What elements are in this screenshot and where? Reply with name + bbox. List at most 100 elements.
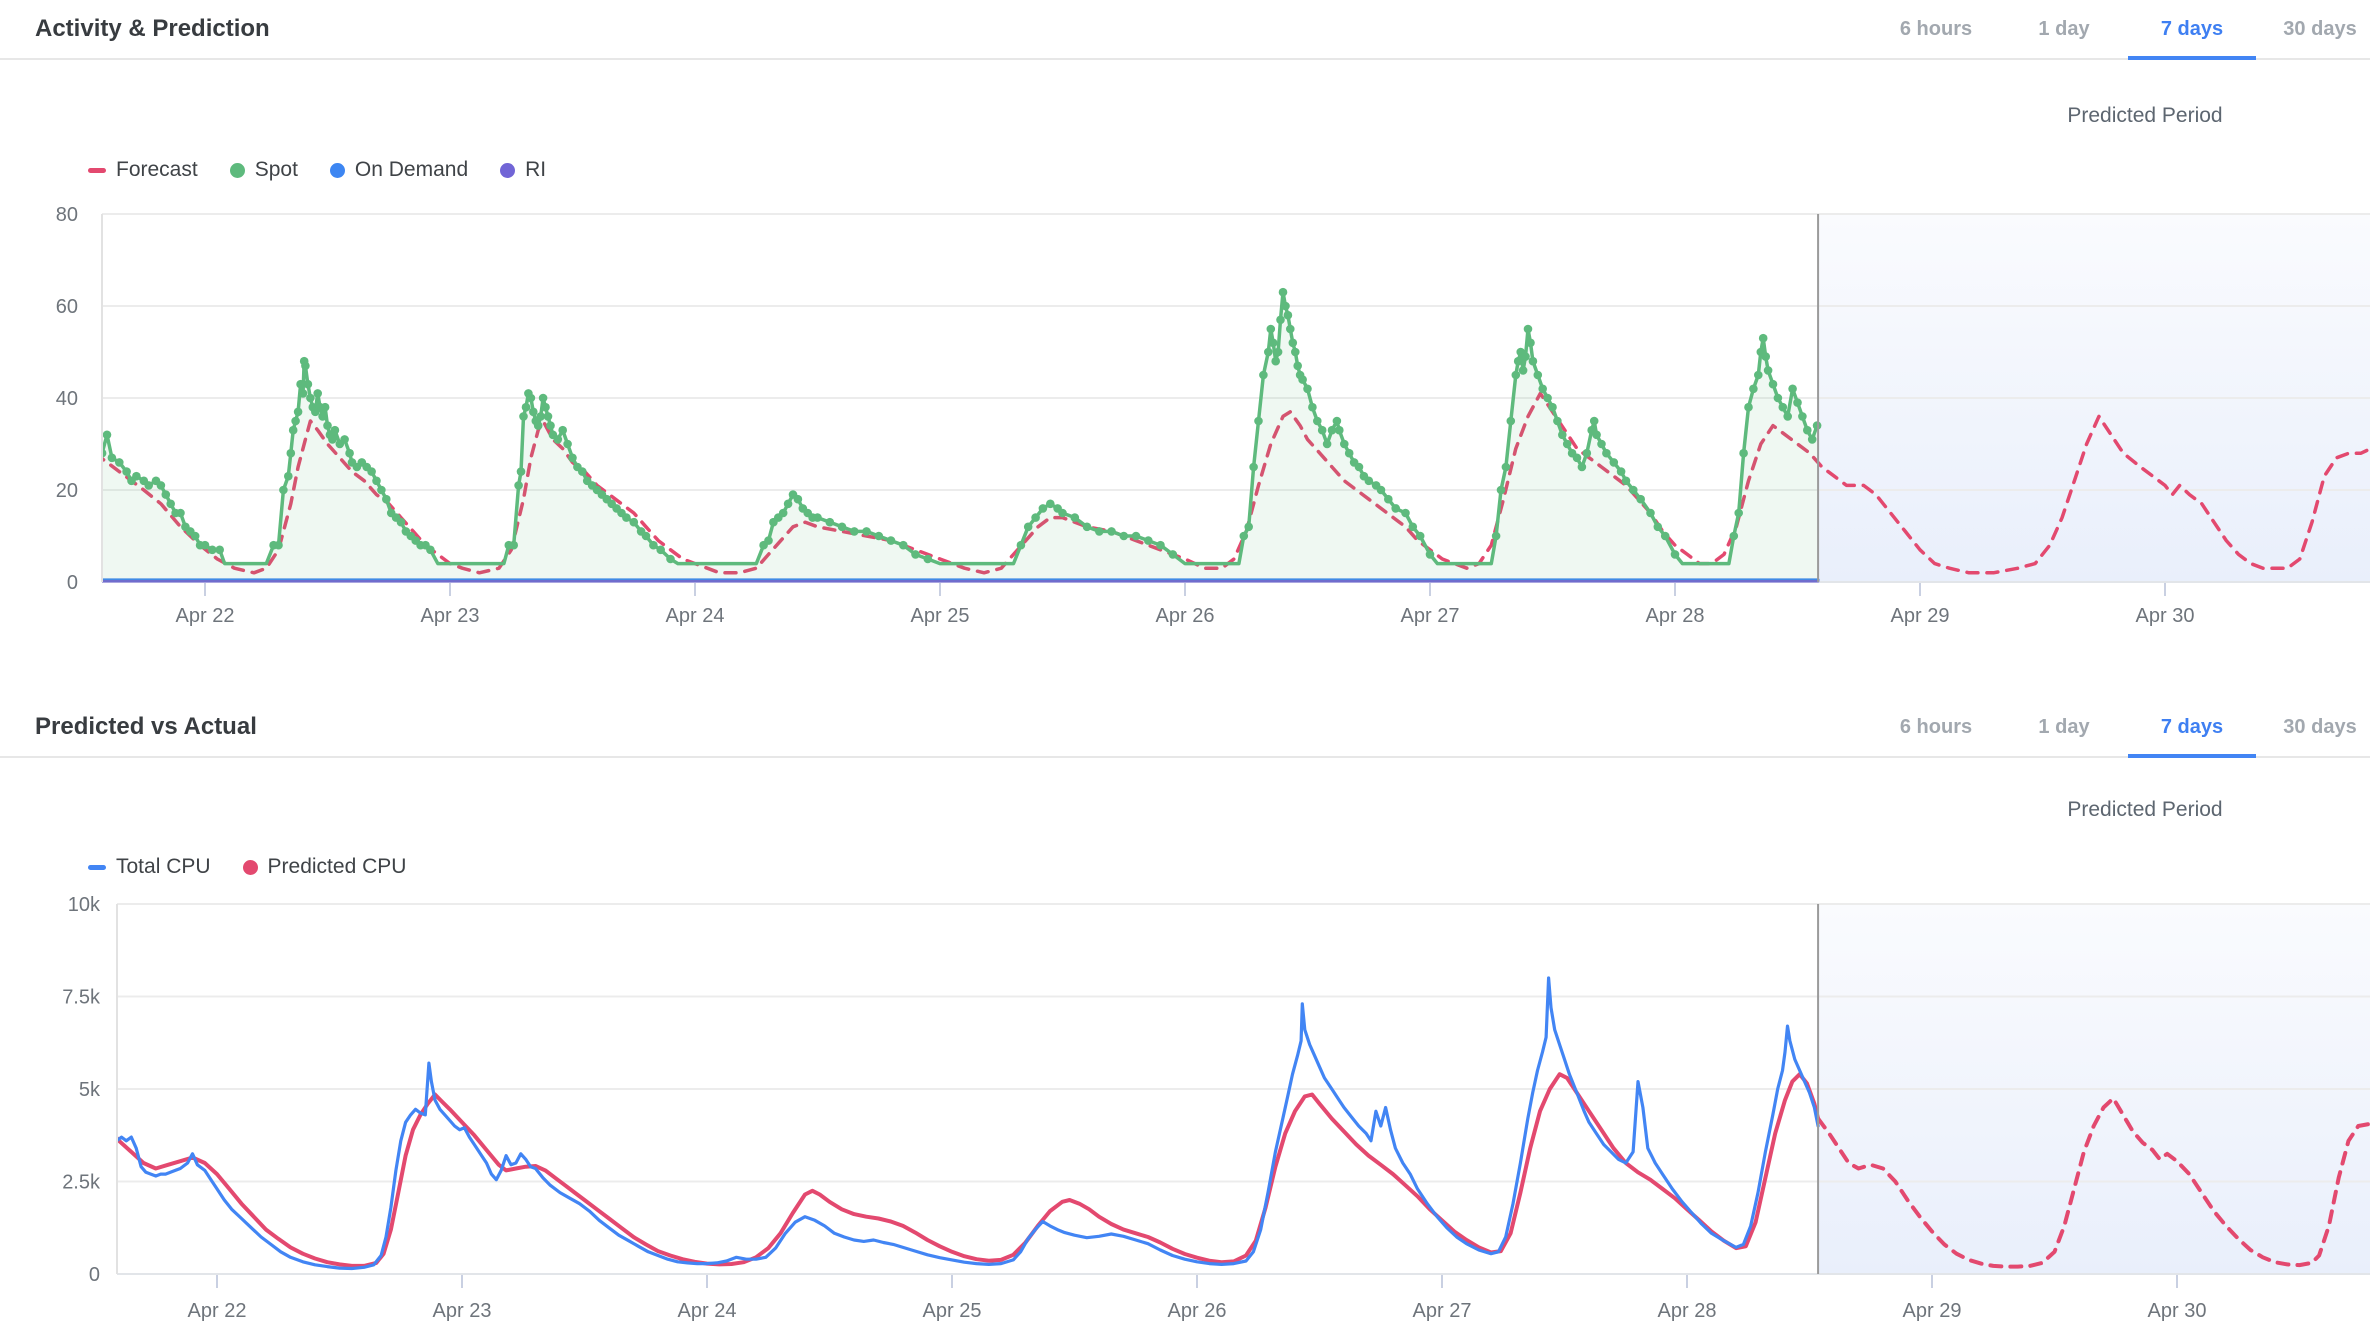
- x-axis-tick-label: Apr 27: [1401, 605, 1460, 627]
- data-point-dot: [1286, 324, 1295, 334]
- data-point-dot: [1773, 393, 1783, 403]
- data-point-dot: [1268, 338, 1278, 348]
- x-axis-tick-label: Apr 25: [911, 605, 970, 627]
- data-point-dot: [1558, 430, 1567, 440]
- data-point-dot: [1401, 508, 1410, 518]
- predicted-cpu-dot-icon: [242, 859, 258, 875]
- cpu-legend: Total CPU Predicted CPU: [88, 855, 406, 879]
- data-point-dot: [1646, 508, 1655, 518]
- data-point-dot: [874, 531, 884, 541]
- data-point-dot: [1168, 550, 1178, 559]
- data-point-dot: [783, 499, 793, 509]
- panel-title-predicted-vs-actual: Predicted vs Actual: [35, 713, 257, 740]
- tab-30-days[interactable]: 30 days: [2283, 18, 2357, 40]
- x-axis-tick-label: Apr 24: [678, 1300, 737, 1322]
- predicted-cpu-series: [117, 1072, 1821, 1268]
- tab-30-days[interactable]: 30 days: [2283, 716, 2357, 738]
- data-point-dot: [509, 540, 518, 550]
- tab-1-day[interactable]: 1 day: [2038, 716, 2090, 738]
- y-axis-tick-label: 0: [67, 572, 78, 594]
- data-point-dot: [323, 421, 332, 430]
- data-point-dot: [1031, 513, 1040, 522]
- data-point-dot: [1384, 494, 1393, 504]
- x-axis-tick-label: Apr 29: [1891, 605, 1950, 627]
- data-point-dot: [1119, 531, 1129, 541]
- data-point-dot: [1425, 550, 1435, 559]
- data-point-dot: [793, 494, 803, 504]
- legend-item-predicted-cpu[interactable]: Predicted CPU: [242, 855, 406, 879]
- data-point-dot: [274, 540, 283, 550]
- y-axis-tick-label: 40: [56, 388, 78, 410]
- tab-1-day[interactable]: 1 day: [2038, 18, 2090, 40]
- data-point-dot: [345, 448, 354, 458]
- data-point-dot: [1271, 356, 1280, 366]
- tab-6-hours[interactable]: 6 hours: [1899, 716, 1973, 738]
- y-axis-tick-label: 2.5k: [62, 1172, 101, 1194]
- data-point-dot: [1589, 416, 1599, 426]
- data-point-dot: [641, 531, 651, 541]
- data-point-dot: [1491, 531, 1501, 541]
- data-point-dot: [1538, 384, 1547, 394]
- data-point-dot: [291, 416, 300, 426]
- data-point-dot: [340, 435, 349, 444]
- x-axis-tick-label: Apr 27: [1413, 1300, 1472, 1322]
- y-axis-tick-label: 5k: [79, 1079, 101, 1101]
- data-point-dot: [862, 527, 871, 536]
- legend-item-ri[interactable]: RI: [500, 158, 546, 182]
- data-point-dot: [1513, 356, 1523, 366]
- data-point-dot: [303, 379, 313, 389]
- activity-timerange-tabs: 6 hours 1 day 7 days 30 days: [1872, 0, 2370, 60]
- data-point-dot: [284, 471, 293, 481]
- data-point-dot: [1609, 458, 1619, 467]
- tab-6-hours[interactable]: 6 hours: [1899, 18, 1973, 40]
- data-point-dot: [578, 467, 587, 476]
- legend-item-total-cpu[interactable]: Total CPU: [88, 855, 211, 879]
- data-point-dot: [377, 485, 386, 495]
- data-point-dot: [1533, 370, 1543, 380]
- data-point-dot: [1597, 439, 1606, 449]
- data-point-dot: [318, 412, 327, 421]
- forecast-dash-icon: [88, 167, 106, 173]
- activity-chart: 0 20 40 60 80 Apr 22 Apr 23 Apr 24 Apr 25 Apr 26 A…: [56, 204, 2370, 627]
- legend-label: On Demand: [354, 158, 469, 181]
- data-point-dot: [176, 508, 185, 518]
- data-point-dot: [1582, 448, 1592, 458]
- tab-7-days[interactable]: 7 days: [2128, 0, 2256, 60]
- data-point-dot: [521, 402, 531, 412]
- data-point-dot: [293, 407, 303, 417]
- data-point-dot: [1254, 416, 1263, 426]
- legend-item-forecast[interactable]: Forecast: [88, 158, 198, 182]
- data-point-dot: [1501, 462, 1511, 472]
- data-point-dot: [102, 448, 107, 458]
- data-point-dot: [1734, 508, 1743, 518]
- data-point-dot: [313, 389, 323, 398]
- data-point-dot: [1327, 425, 1337, 435]
- y-axis-tick-label: 20: [56, 480, 78, 502]
- cpu-plot-area[interactable]: [117, 904, 2370, 1274]
- data-point-dot: [568, 453, 577, 463]
- tab-7-days[interactable]: 7 days: [2128, 698, 2256, 758]
- legend-label: Forecast: [116, 158, 198, 181]
- data-point-dot: [1332, 416, 1342, 426]
- data-point-dot: [666, 554, 675, 564]
- data-point-dot: [1670, 550, 1680, 559]
- legend-label: RI: [525, 158, 547, 181]
- data-point-dot: [1807, 435, 1817, 444]
- data-point-dot: [516, 467, 526, 476]
- data-point-dot: [1354, 462, 1364, 472]
- y-axis-tick-label: 10k: [68, 894, 101, 916]
- data-point-dot: [1788, 384, 1797, 394]
- data-point-dot: [279, 485, 288, 495]
- data-point-dot: [286, 448, 296, 458]
- data-point-dot: [1636, 494, 1645, 504]
- data-point-dot: [1317, 425, 1327, 435]
- data-point-dot: [1511, 370, 1521, 380]
- y-axis-tick-label: 7.5k: [62, 987, 101, 1009]
- data-point-dot: [1408, 522, 1418, 532]
- data-point-dot: [115, 458, 124, 467]
- data-point-dot: [1528, 356, 1538, 366]
- legend-item-on-demand[interactable]: On Demand: [329, 158, 469, 182]
- y-axis-tick-label: 60: [56, 296, 78, 318]
- legend-item-spot[interactable]: Spot: [229, 158, 298, 182]
